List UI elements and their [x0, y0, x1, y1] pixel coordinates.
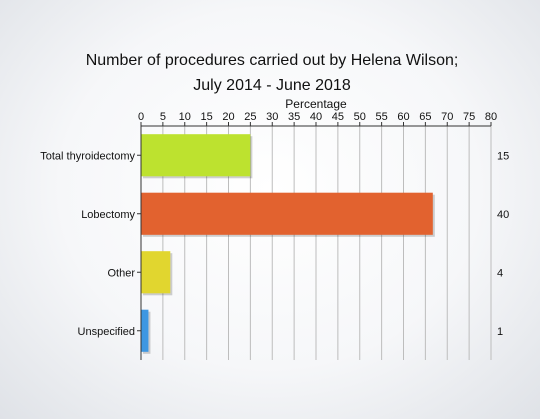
- x-tick-label: 70: [441, 111, 453, 123]
- x-tick-label: 40: [310, 111, 322, 123]
- x-tick-label: 45: [332, 111, 344, 123]
- x-tick-label: 35: [288, 111, 300, 123]
- x-tick-label: 0: [138, 111, 144, 123]
- x-tick-label: 80: [485, 111, 497, 123]
- x-tick-labels: 0 5 10 15 20 25 30 35 40 45 50 55 60 65 70 75 80: [138, 111, 497, 123]
- category-label: Lobectomy: [81, 209, 135, 221]
- x-tick-label: 5: [160, 111, 166, 123]
- x-tick-label: 25: [244, 111, 256, 123]
- bar: [141, 251, 171, 294]
- x-tick-label: 50: [354, 111, 366, 123]
- count-label: 4: [497, 267, 503, 279]
- chart-title-line2: July 2014 - June 2018: [193, 77, 351, 94]
- x-tick-label: 60: [397, 111, 409, 123]
- chart-title-line1: Number of procedures carried out by Hele…: [86, 52, 459, 69]
- category-labels: Total thyroidectomy Lobectomy Other Unspeci…: [40, 150, 141, 338]
- x-tick-label: 10: [179, 111, 191, 123]
- x-axis-label: Percentage: [285, 97, 347, 111]
- count-labels: 15 40 4 1: [497, 150, 509, 338]
- count-label: 1: [497, 326, 503, 338]
- bar: [141, 309, 149, 352]
- x-tick-label: 65: [419, 111, 431, 123]
- x-tick-label: 75: [463, 111, 475, 123]
- x-tick-label: 20: [222, 111, 234, 123]
- axes: [140, 125, 491, 360]
- bars: [141, 134, 435, 354]
- count-label: 40: [497, 209, 509, 221]
- x-tick-label: 30: [266, 111, 278, 123]
- category-label: Other: [107, 267, 135, 279]
- category-label: Total thyroidectomy: [40, 150, 135, 162]
- bar: [141, 192, 433, 235]
- x-tick-label: 15: [201, 111, 213, 123]
- category-label: Unspecified: [78, 326, 135, 338]
- bar: [141, 134, 251, 177]
- count-label: 15: [497, 150, 509, 162]
- x-tick-label: 55: [376, 111, 388, 123]
